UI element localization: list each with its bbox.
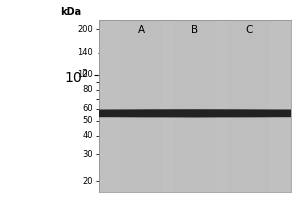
Text: 20: 20 [82, 177, 93, 186]
Text: A: A [138, 25, 145, 35]
Bar [174, 20, 216, 192]
Text: 140: 140 [77, 48, 93, 57]
Text: 40: 40 [82, 131, 93, 140]
Text: C: C [245, 25, 252, 35]
Text: 50: 50 [82, 116, 93, 125]
Text: 60: 60 [82, 104, 93, 113]
Text: kDa: kDa [60, 7, 81, 17]
FancyBboxPatch shape [32, 110, 251, 117]
Bar [228, 20, 270, 192]
Text: 30: 30 [82, 150, 93, 159]
FancyBboxPatch shape [137, 110, 300, 117]
Text: 100: 100 [77, 70, 93, 79]
Text: 80: 80 [82, 85, 93, 94]
FancyBboxPatch shape [88, 110, 300, 117]
Text: 200: 200 [77, 25, 93, 34]
Bar [120, 20, 162, 192]
Text: B: B [191, 25, 199, 35]
